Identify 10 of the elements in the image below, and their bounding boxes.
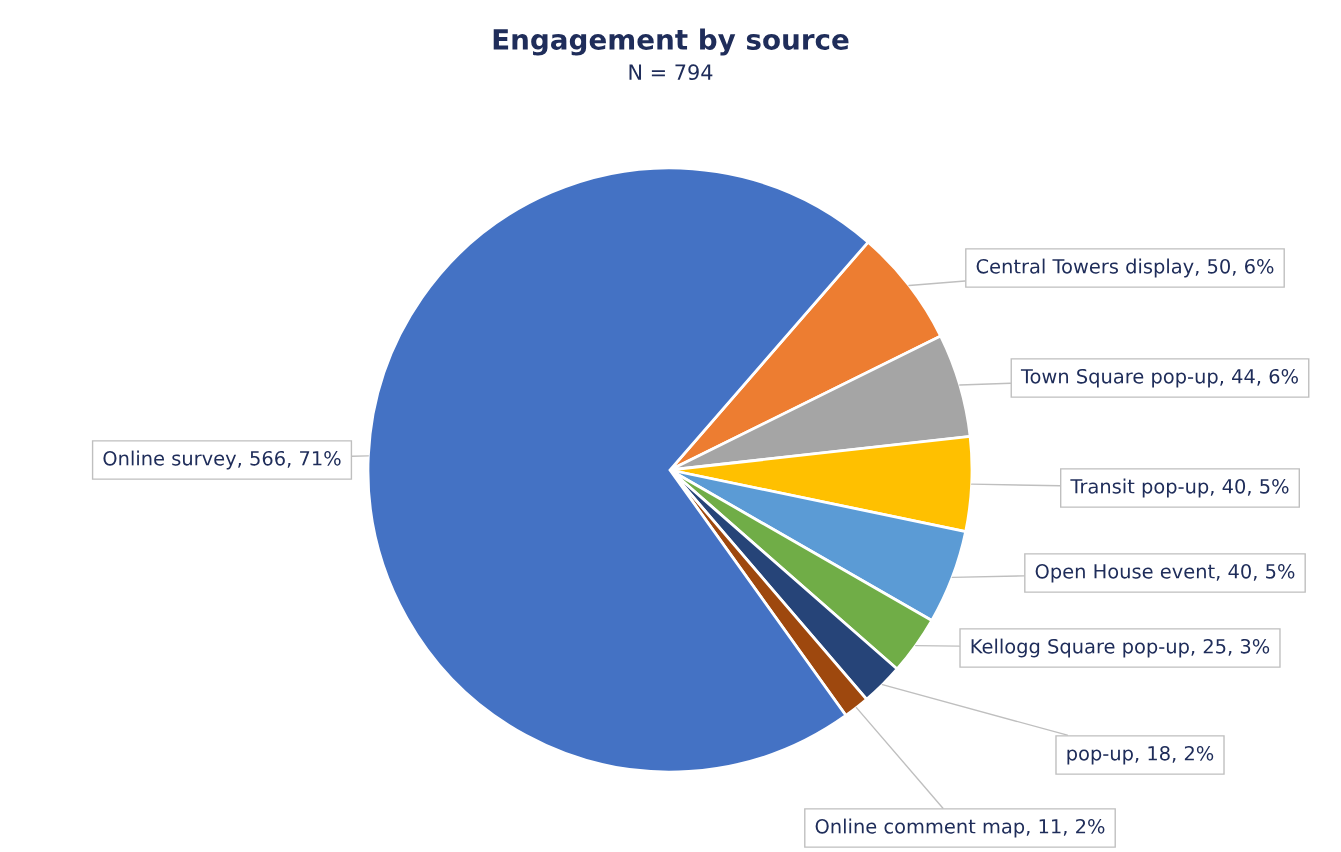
slice-label: pop-up, 18, 2% <box>1067 745 1214 765</box>
slice-label: Online survey, 566, 71% <box>103 450 341 470</box>
slice-label: Town Square pop-up, 44, 6% <box>1020 368 1298 388</box>
slice-label: Central Towers display, 50, 6% <box>976 258 1274 278</box>
slice-label: Transit pop-up, 40, 5% <box>1070 478 1289 498</box>
chart-title: Engagement by source <box>493 28 849 56</box>
slice-label: Kellogg Square pop-up, 25, 3% <box>971 638 1270 658</box>
slice-label: Open House event, 40, 5% <box>1035 563 1295 583</box>
slice-label: Online comment map, 11, 2% <box>815 818 1105 838</box>
chart-subtitle: N = 794 <box>629 64 713 81</box>
